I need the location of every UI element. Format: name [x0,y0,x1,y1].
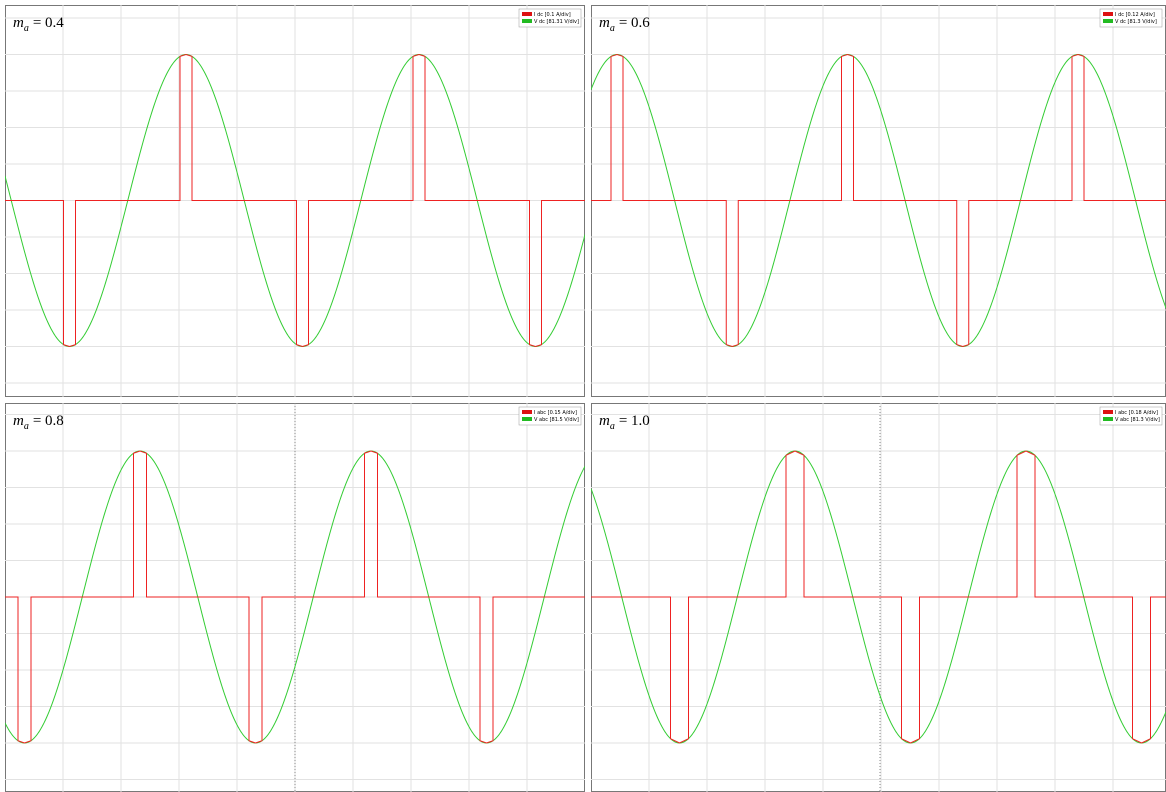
legend-swatch [522,12,532,16]
legend-text: I abc [0.18 A/div] [1115,410,1158,416]
legend-box [1099,406,1163,426]
scope-panel: ma = 0.4 I dc [0.1 A/div]V dc [81.31 V/div… [5,5,585,397]
scope-panel: ma = 0.8 I abc [0.15 A/div]V abc [81.5 V/d… [5,403,585,792]
panel-label: ma = 0.4 [13,15,64,34]
legend-box [518,406,582,426]
current-trace [5,450,585,744]
label-rest: = 0.6 [619,15,650,31]
current-trace [5,53,585,348]
legend-swatch [1103,417,1113,421]
panel-label: ma = 0.6 [599,15,650,34]
legend-swatch [522,19,532,23]
label-rest: = 1.0 [619,413,650,429]
label-subscript: a [24,23,29,34]
label-symbol: m [13,15,24,31]
voltage-trace [5,53,585,347]
legend-text: V abc [81.5 V/div] [534,417,579,423]
voltage-trace [591,450,1166,744]
label-subscript: a [610,23,615,34]
label-subscript: a [610,421,615,432]
label-rest: = 0.4 [33,15,64,31]
legend-swatch [1103,12,1113,16]
legend-swatch [1103,410,1113,414]
legend-swatch [522,410,532,414]
legend-swatch [522,417,532,421]
panel-label: ma = 0.8 [13,413,64,432]
legend-swatch [1103,19,1113,23]
current-trace [591,53,1166,348]
voltage-trace [591,53,1166,348]
legend-text: V dc [81.3 V/div] [1115,19,1157,25]
label-subscript: a [24,421,29,432]
label-symbol: m [599,15,610,31]
legend-text: V abc [81.3 V/div] [1115,417,1160,423]
scope-panel: ma = 1.0 I abc [0.18 A/div]V abc [81.3 V/d… [591,403,1166,792]
legend-text: V dc [81.31 V/div] [534,19,579,25]
legend-text: I dc [0.1 A/div] [534,12,571,18]
panel-label: ma = 1.0 [599,413,650,432]
legend-box [1099,8,1163,28]
label-rest: = 0.8 [33,413,64,429]
current-trace [591,450,1166,744]
legend-text: I dc [0.12 A/div] [1115,12,1155,18]
label-symbol: m [599,413,610,429]
legend-text: I abc [0.15 A/div] [534,410,577,416]
legend-box [518,8,582,28]
scope-panel: ma = 0.6 I dc [0.12 A/div]V dc [81.3 V/div… [591,5,1166,397]
label-symbol: m [13,413,24,429]
